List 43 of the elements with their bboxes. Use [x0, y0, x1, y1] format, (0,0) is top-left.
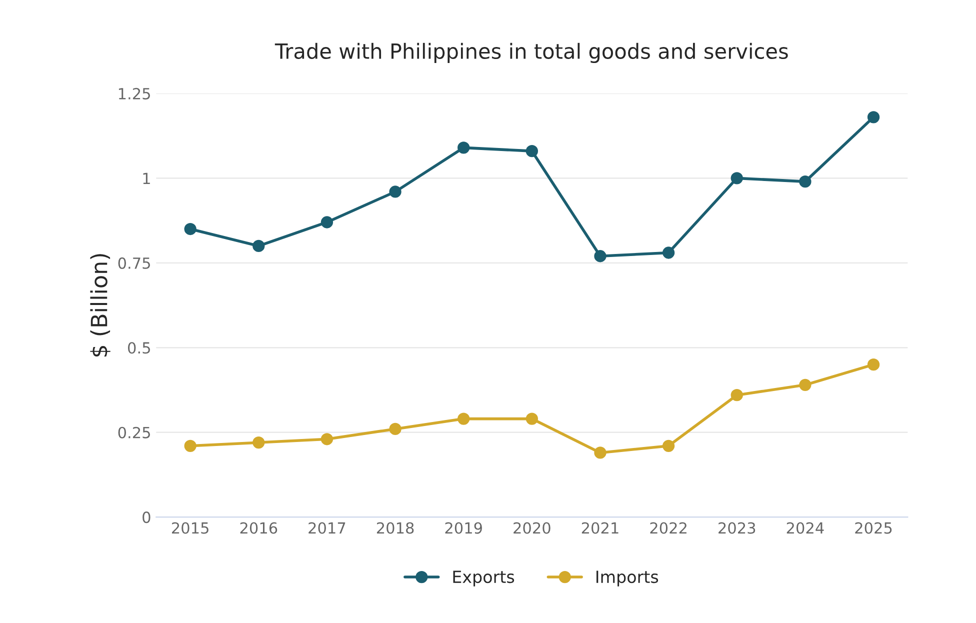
point [252, 240, 265, 252]
legend-label: Exports [453, 570, 514, 586]
point [458, 142, 470, 154]
x-tick-label: 2021 [582, 522, 618, 534]
point [526, 412, 538, 425]
legend-label: Imports [596, 570, 658, 586]
y-tick-label: 1.25 [118, 88, 150, 100]
point [662, 440, 675, 452]
point [458, 412, 470, 425]
point [799, 175, 812, 188]
x-tick-label: 2025 [855, 522, 892, 534]
y-tick-label: 0.5 [128, 342, 150, 354]
x-tick-label: 2015 [172, 522, 208, 534]
x-tick-label: 2024 [786, 522, 824, 534]
y-axis-title: $ (Billion) [90, 254, 110, 357]
point [184, 440, 196, 452]
point [867, 358, 880, 371]
y-tick-label: 0.25 [118, 426, 150, 438]
x-tick-label: 2019 [445, 522, 482, 534]
x-tick-label: 2016 [240, 522, 278, 534]
x-tick-label: 2023 [718, 522, 756, 534]
point [594, 250, 606, 262]
x-tick-label: 2018 [376, 522, 414, 534]
point [252, 436, 265, 449]
point [730, 172, 743, 184]
chart-title: Trade with Philippines in total goods and services [274, 42, 788, 64]
point [594, 446, 606, 459]
y-tick-label: 0 [142, 512, 150, 524]
point [320, 433, 334, 446]
point [730, 389, 743, 402]
x-tick-label: 2020 [514, 522, 550, 534]
y-tick-label: 0.75 [118, 257, 150, 269]
point [662, 246, 675, 259]
point [184, 222, 196, 236]
x-tick-label: 2022 [650, 522, 686, 534]
point [867, 111, 880, 124]
point [320, 216, 334, 228]
point [389, 186, 402, 198]
x-tick-label: 2017 [308, 522, 346, 534]
point [799, 378, 812, 391]
y-tick-label: 1 [143, 172, 150, 184]
point [526, 144, 538, 158]
point [389, 422, 402, 436]
